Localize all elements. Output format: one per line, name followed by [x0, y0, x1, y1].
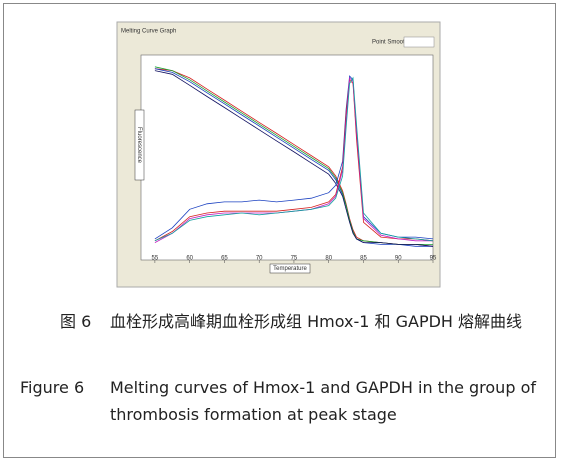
caption-en-label: Figure 6 — [20, 378, 85, 397]
caption-zh-label: 图 6 — [60, 312, 92, 331]
series-line — [154, 76, 434, 242]
x-tick-label: 75 — [291, 256, 298, 262]
option-box[interactable] — [403, 36, 435, 48]
series-line — [154, 76, 433, 243]
x-tick-label: 95 — [430, 256, 437, 262]
chart: Melting Curve Graph Point Smooth Fluores… — [116, 21, 441, 288]
series-line — [154, 68, 433, 247]
x-tick-label: 70 — [256, 256, 263, 262]
series-line — [154, 78, 434, 242]
chart-title: Melting Curve Graph — [121, 29, 176, 35]
x-axis-label: Temperature — [273, 266, 307, 272]
y-axis-label: Fluorescence — [136, 127, 142, 164]
caption-en-text: Melting curves of Hmox-1 and GAPDH in th… — [110, 378, 536, 424]
plot-area — [140, 54, 434, 261]
x-tick-label: 80 — [325, 256, 332, 262]
y-label-box — [134, 109, 145, 181]
x-tick-label: 90 — [395, 256, 402, 262]
x-tick-label: 55 — [152, 256, 159, 262]
option-label: Point Smooth — [372, 40, 408, 46]
caption-zh-text: 血栓形成高峰期血栓形成组 Hmox-1 和 GAPDH 熔解曲线 — [110, 312, 523, 331]
series-line — [154, 66, 433, 245]
series-line — [154, 75, 434, 240]
x-tick-label: 85 — [360, 256, 367, 262]
x-tick-label: 65 — [221, 256, 228, 262]
series-line — [154, 70, 434, 247]
x-tick-label: 60 — [186, 256, 193, 262]
figure-frame — [3, 3, 556, 458]
x-label-box — [269, 263, 311, 274]
